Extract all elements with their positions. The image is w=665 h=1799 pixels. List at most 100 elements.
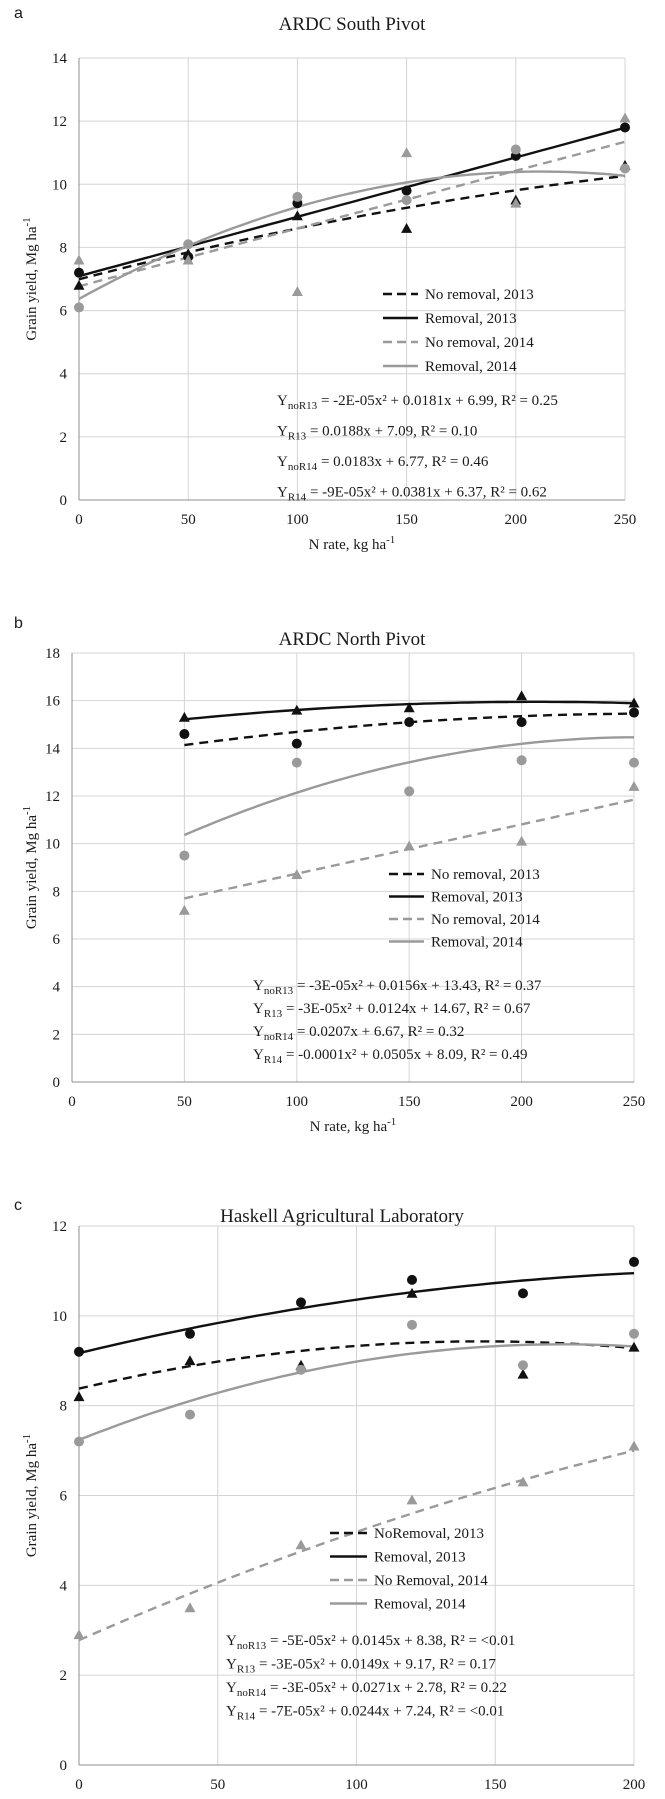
equation-subscript: noR14 xyxy=(264,1031,294,1043)
data-point-series-1 xyxy=(406,1287,418,1298)
equation-subscript: R14 xyxy=(237,1711,256,1723)
data-point-series-3 xyxy=(406,1494,418,1505)
data-point-series-2 xyxy=(629,1256,639,1267)
chart-title: Haskell Agricultural Laboratory xyxy=(220,1206,464,1227)
data-point-series-4 xyxy=(296,1364,306,1375)
y-tick-label: 4 xyxy=(53,980,61,996)
data-point-series-4 xyxy=(74,302,84,313)
data-point-series-1 xyxy=(629,707,639,718)
equation-symbol: Y xyxy=(277,454,288,470)
legend-label: Removal, 2013 xyxy=(374,1550,466,1566)
x-tick-label: 150 xyxy=(398,1094,421,1110)
equation-symbol: Y xyxy=(277,485,288,501)
legend-label: Removal, 2013 xyxy=(431,890,523,906)
data-point-series-1 xyxy=(291,738,302,749)
y-axis-label-text: Grain yield, Mg ha xyxy=(24,815,40,929)
x-tick-label: 0 xyxy=(68,1094,76,1110)
legend-label: No removal, 2013 xyxy=(431,867,540,883)
y-tick-label: 6 xyxy=(60,304,68,320)
data-point-series-4 xyxy=(74,1436,84,1447)
equation-body: = -3E-05x² + 0.0156x + 13.43, R² = 0.37 xyxy=(293,978,542,994)
regression-equation: YnoR14 = 0.0183x + 6.77, R² = 0.46 xyxy=(277,454,489,473)
y-tick-label: 4 xyxy=(60,1578,68,1594)
y-tick-label: 12 xyxy=(52,1219,67,1235)
legend-label: Removal, 2014 xyxy=(431,935,523,951)
y-axis-label: Grain yield, Mg ha-1 xyxy=(21,1434,40,1557)
equation-body: = -9E-05x² + 0.0381x + 6.37, R² = 0.62 xyxy=(306,485,547,501)
chart-panel-b: b ARDC North Pivot 0 2 4 6 8 10 12 14 16 18 0 50 100 15… xyxy=(14,615,645,1135)
equation-body: = -3E-05x² + 0.0124x + 14.67, R² = 0.67 xyxy=(282,1001,531,1017)
legend-label: No removal, 2014 xyxy=(431,912,540,928)
x-tick-label: 150 xyxy=(395,512,418,528)
trendline-series-1 xyxy=(78,1340,635,1390)
data-point-series-4 xyxy=(629,757,639,768)
regression-equation: YnoR14 = -3E-05x² + 0.0271x + 2.78, R² =… xyxy=(226,1680,507,1699)
trendline-series-1 xyxy=(78,174,626,281)
equation-subscript: noR13 xyxy=(264,985,294,997)
data-point-series-1 xyxy=(179,729,190,740)
data-point-series-2 xyxy=(178,711,190,722)
x-tick-label: 0 xyxy=(75,1777,83,1793)
trendline-series-4 xyxy=(78,1343,635,1441)
equation-subscript: R13 xyxy=(288,431,307,443)
legend-label: Removal, 2013 xyxy=(425,311,517,327)
y-axis-label: Grain yield, Mg ha-1 xyxy=(21,217,40,340)
equation-body: = -3E-05x² + 0.0271x + 2.78, R² = 0.22 xyxy=(266,1680,507,1696)
regression-equation: YnoR13 = -3E-05x² + 0.0156x + 13.43, R² … xyxy=(253,978,542,997)
data-point-series-4 xyxy=(183,239,194,250)
regression-equations: YnoR13 = -5E-05x² + 0.0145x + 8.38, R² =… xyxy=(226,1633,515,1723)
legend-label: No removal, 2013 xyxy=(425,287,534,303)
data-point-series-3 xyxy=(178,904,190,915)
data-point-series-2 xyxy=(74,1346,84,1357)
y-tick-label: 2 xyxy=(60,430,68,446)
equation-subscript: noR14 xyxy=(288,461,318,473)
data-point-series-1 xyxy=(291,210,303,221)
equation-subscript: R13 xyxy=(237,1664,256,1676)
equation-symbol: Y xyxy=(277,393,288,409)
equation-body: = -5E-05x² + 0.0145x + 8.38, R² = <0.01 xyxy=(266,1633,515,1649)
y-axis-label-superscript: -1 xyxy=(21,806,33,815)
equation-body: = -7E-05x² + 0.0244x + 7.24, R² = <0.01 xyxy=(255,1704,504,1720)
equation-body: = -3E-05x² + 0.0149x + 9.17, R² = 0.17 xyxy=(255,1657,496,1673)
x-tick-label: 200 xyxy=(510,1094,533,1110)
regression-equation: YR13 = -3E-05x² + 0.0124x + 14.67, R² = … xyxy=(253,1001,531,1020)
y-tick-label: 18 xyxy=(45,646,60,662)
equation-subscript: R14 xyxy=(288,492,307,504)
y-tick-label: 8 xyxy=(60,240,68,256)
equation-body: = -0.0001x² + 0.0505x + 8.09, R² = 0.49 xyxy=(282,1047,527,1063)
legend: No removal, 2013 Removal, 2013 No removal,… xyxy=(383,287,534,375)
y-tick-label: 10 xyxy=(45,837,60,853)
legend: NoRemoval, 2013 Removal, 2013 No Removal, … xyxy=(330,1526,488,1613)
regression-equation: YR14 = -0.0001x² + 0.0505x + 8.09, R² = … xyxy=(253,1047,528,1066)
data-point-series-3 xyxy=(291,286,303,297)
data-point-series-3 xyxy=(510,197,522,208)
regression-equation: YnoR14 = 0.0207x + 6.67, R² = 0.32 xyxy=(253,1024,464,1043)
y-tick-label: 10 xyxy=(52,1309,67,1325)
x-tick-label: 50 xyxy=(181,512,196,528)
equation-subscript: R13 xyxy=(264,1008,283,1020)
trendline-series-2 xyxy=(78,126,626,278)
x-axis-label-superscript: -1 xyxy=(386,534,395,546)
data-point-series-1 xyxy=(517,1368,529,1379)
x-axis-label-superscript: -1 xyxy=(387,1116,396,1128)
y-tick-label: 14 xyxy=(45,741,61,757)
data-point-series-2 xyxy=(291,704,303,715)
chart-panel-a: a ARDC South Pivot 0 2 4 6 8 10 12 14 0 50 100 150 200… xyxy=(14,5,636,553)
x-tick-label: 150 xyxy=(484,1777,507,1793)
x-tick-label: 200 xyxy=(623,1777,646,1793)
y-axis-label: Grain yield, Mg ha-1 xyxy=(21,806,40,929)
equation-subscript: noR14 xyxy=(237,1687,267,1699)
data-point-series-2 xyxy=(518,1288,528,1299)
data-point-series-3 xyxy=(182,254,194,265)
data-point-series-1 xyxy=(628,1341,640,1352)
data-point-series-3 xyxy=(295,1539,307,1550)
y-tick-label: 10 xyxy=(52,177,67,193)
data-point-series-3 xyxy=(73,1629,85,1640)
y-tick-label: 6 xyxy=(60,1489,68,1505)
y-tick-label: 14 xyxy=(52,51,68,67)
equation-symbol: Y xyxy=(226,1680,237,1696)
y-axis-label-text: Grain yield, Mg ha xyxy=(24,1443,40,1557)
equation-subscript: noR13 xyxy=(237,1640,267,1652)
trendline-series-2 xyxy=(78,1272,635,1355)
y-tick-label: 2 xyxy=(60,1668,68,1684)
